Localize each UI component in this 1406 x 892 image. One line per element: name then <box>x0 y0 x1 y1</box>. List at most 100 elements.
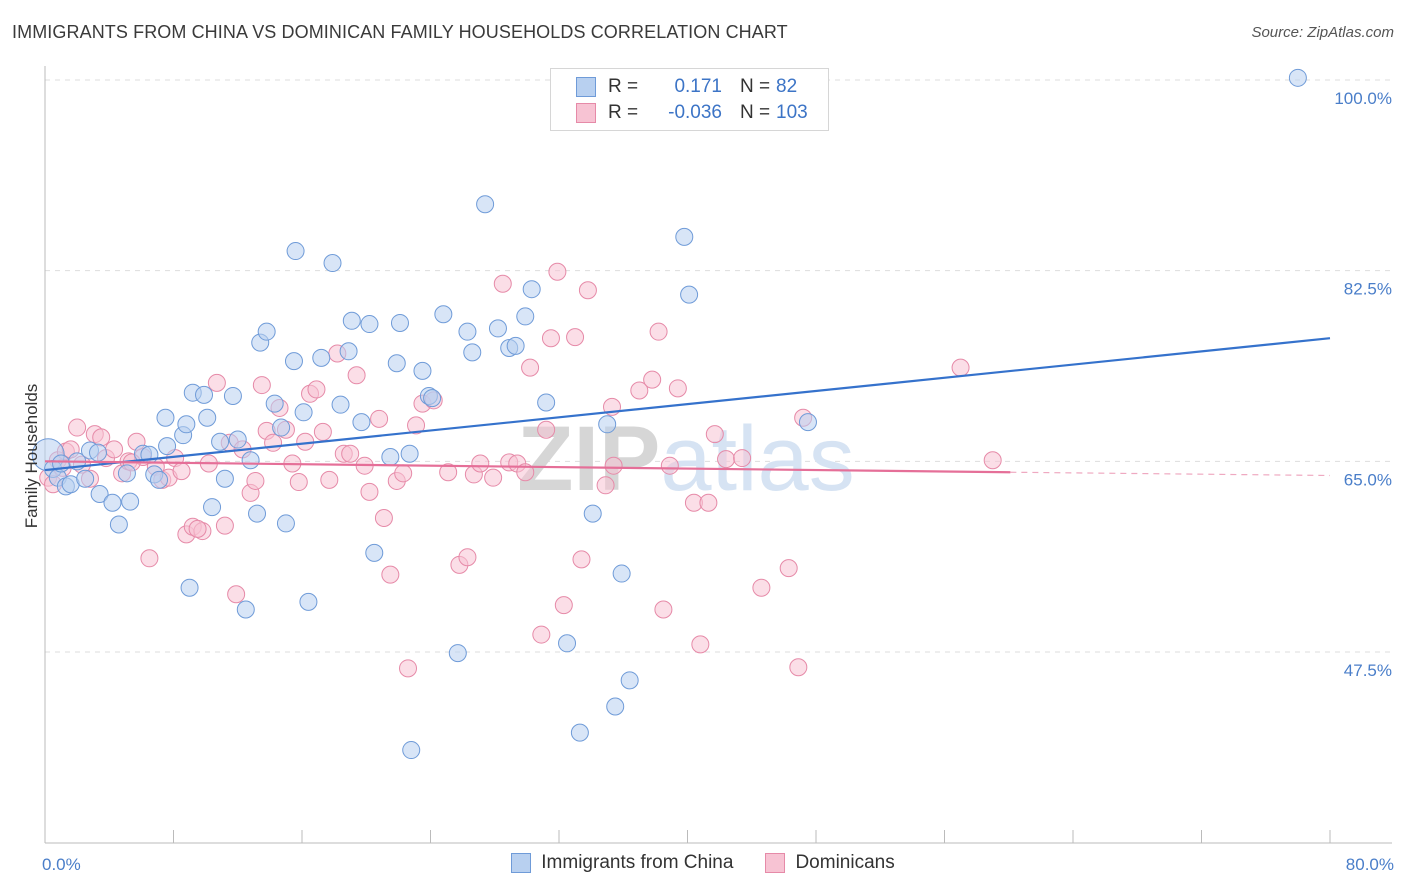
dominican-point <box>341 444 360 463</box>
dominican-point <box>252 376 271 395</box>
china-point <box>387 354 406 373</box>
china-point <box>413 361 432 380</box>
china-point <box>323 254 342 273</box>
dominican-point <box>140 549 159 568</box>
china-point <box>331 395 350 414</box>
dominican-point <box>493 274 512 293</box>
dominican-point <box>537 420 556 439</box>
legend-swatch-china <box>576 77 596 97</box>
legend-item-china[interactable]: Immigrants from China <box>511 852 733 874</box>
legend-r-value: -0.036 <box>668 102 722 123</box>
dominican-point <box>360 482 379 501</box>
china-point <box>352 413 371 432</box>
china-point <box>598 415 617 434</box>
dominican-point <box>566 328 585 347</box>
china-point <box>537 393 556 412</box>
china-point <box>257 322 276 341</box>
dominican-point <box>532 625 551 644</box>
dominican-point <box>227 585 246 604</box>
dominican-point <box>484 468 503 487</box>
legend-item-dominican[interactable]: Dominicans <box>765 852 895 874</box>
china-point <box>158 437 177 456</box>
watermark: ZIPatlas <box>517 408 854 510</box>
dominican-point <box>394 464 413 483</box>
china-point <box>612 564 631 583</box>
dominican-point <box>660 456 679 475</box>
china-point <box>272 418 291 437</box>
dominican-point <box>649 322 668 341</box>
dominican-point <box>264 433 283 452</box>
china-point <box>423 389 442 408</box>
china-trend-line <box>44 337 1331 472</box>
legend-n-label: N = <box>740 102 771 123</box>
x-tick-label: 80.0% <box>1346 855 1394 874</box>
dominican-point <box>381 565 400 584</box>
dominican-point <box>572 550 591 569</box>
dominican-point <box>207 373 226 392</box>
dominican-point <box>779 559 798 578</box>
y-tick-label: 47.5% <box>1344 661 1392 680</box>
china-point <box>583 504 602 523</box>
china-point <box>675 227 694 246</box>
legend-n-value: 82 <box>776 76 798 97</box>
legend-swatch-dominican <box>576 103 596 123</box>
china-point <box>299 592 318 611</box>
china-point <box>522 280 541 299</box>
china-point <box>90 485 109 504</box>
china-point <box>89 443 108 462</box>
china-point <box>117 464 136 483</box>
china-point <box>360 315 379 334</box>
china-point <box>236 600 255 619</box>
legend-r-value: 0.171 <box>674 76 722 97</box>
dominican-trend-extension <box>1010 471 1331 477</box>
china-point <box>381 447 400 466</box>
china-points <box>31 68 1307 760</box>
dominican-point <box>983 451 1002 470</box>
legend-row-china: R = 0.171 N = 82 <box>576 75 816 99</box>
dominican-point <box>313 422 332 441</box>
dominican-point <box>320 470 339 489</box>
china-point <box>265 394 284 413</box>
china-point <box>286 242 305 261</box>
china-point <box>680 285 699 304</box>
dominican-point <box>951 358 970 377</box>
china-point <box>180 578 199 597</box>
china-point <box>215 469 234 488</box>
legend-n-value: 103 <box>776 102 808 123</box>
dominican-point <box>705 425 724 444</box>
gridlines <box>45 79 1392 653</box>
dominican-point <box>643 370 662 389</box>
y-axis-label: Family Households <box>22 384 41 529</box>
china-point <box>506 336 525 355</box>
legend-row-dominican: R = -0.036 N = 103 <box>576 101 816 125</box>
china-point <box>109 515 128 534</box>
china-point <box>488 319 507 338</box>
dominican-point <box>578 281 597 300</box>
legend-r-label: R = <box>608 76 639 97</box>
china-point <box>76 469 95 488</box>
legend-label-china: Immigrants from China <box>541 852 734 873</box>
china-point <box>1288 68 1307 87</box>
china-point <box>620 671 639 690</box>
china-point <box>195 385 214 404</box>
china-point <box>198 408 217 427</box>
legend-r-label: R = <box>608 102 639 123</box>
china-point <box>121 492 140 511</box>
dominican-point <box>458 548 477 567</box>
source-label: Source: ZipAtlas.com <box>1251 24 1394 41</box>
dominican-point <box>541 329 560 348</box>
dominican-point <box>699 493 718 512</box>
dominican-point <box>307 380 326 399</box>
china-point <box>312 348 331 367</box>
dominican-point <box>596 476 615 495</box>
correlation-legend: R = 0.171 N = 82 R = -0.036 N = 103 <box>550 68 829 131</box>
china-point <box>458 322 477 341</box>
dominican-point <box>399 659 418 678</box>
dominican-point <box>374 508 393 527</box>
dominican-point <box>172 462 191 481</box>
y-tick-label: 82.5% <box>1344 280 1392 299</box>
china-point <box>400 444 419 463</box>
tick-labels: 47.5% 65.0% 82.5% 100.0% 0.0% 80.0% <box>42 89 1394 874</box>
china-point <box>558 634 577 653</box>
